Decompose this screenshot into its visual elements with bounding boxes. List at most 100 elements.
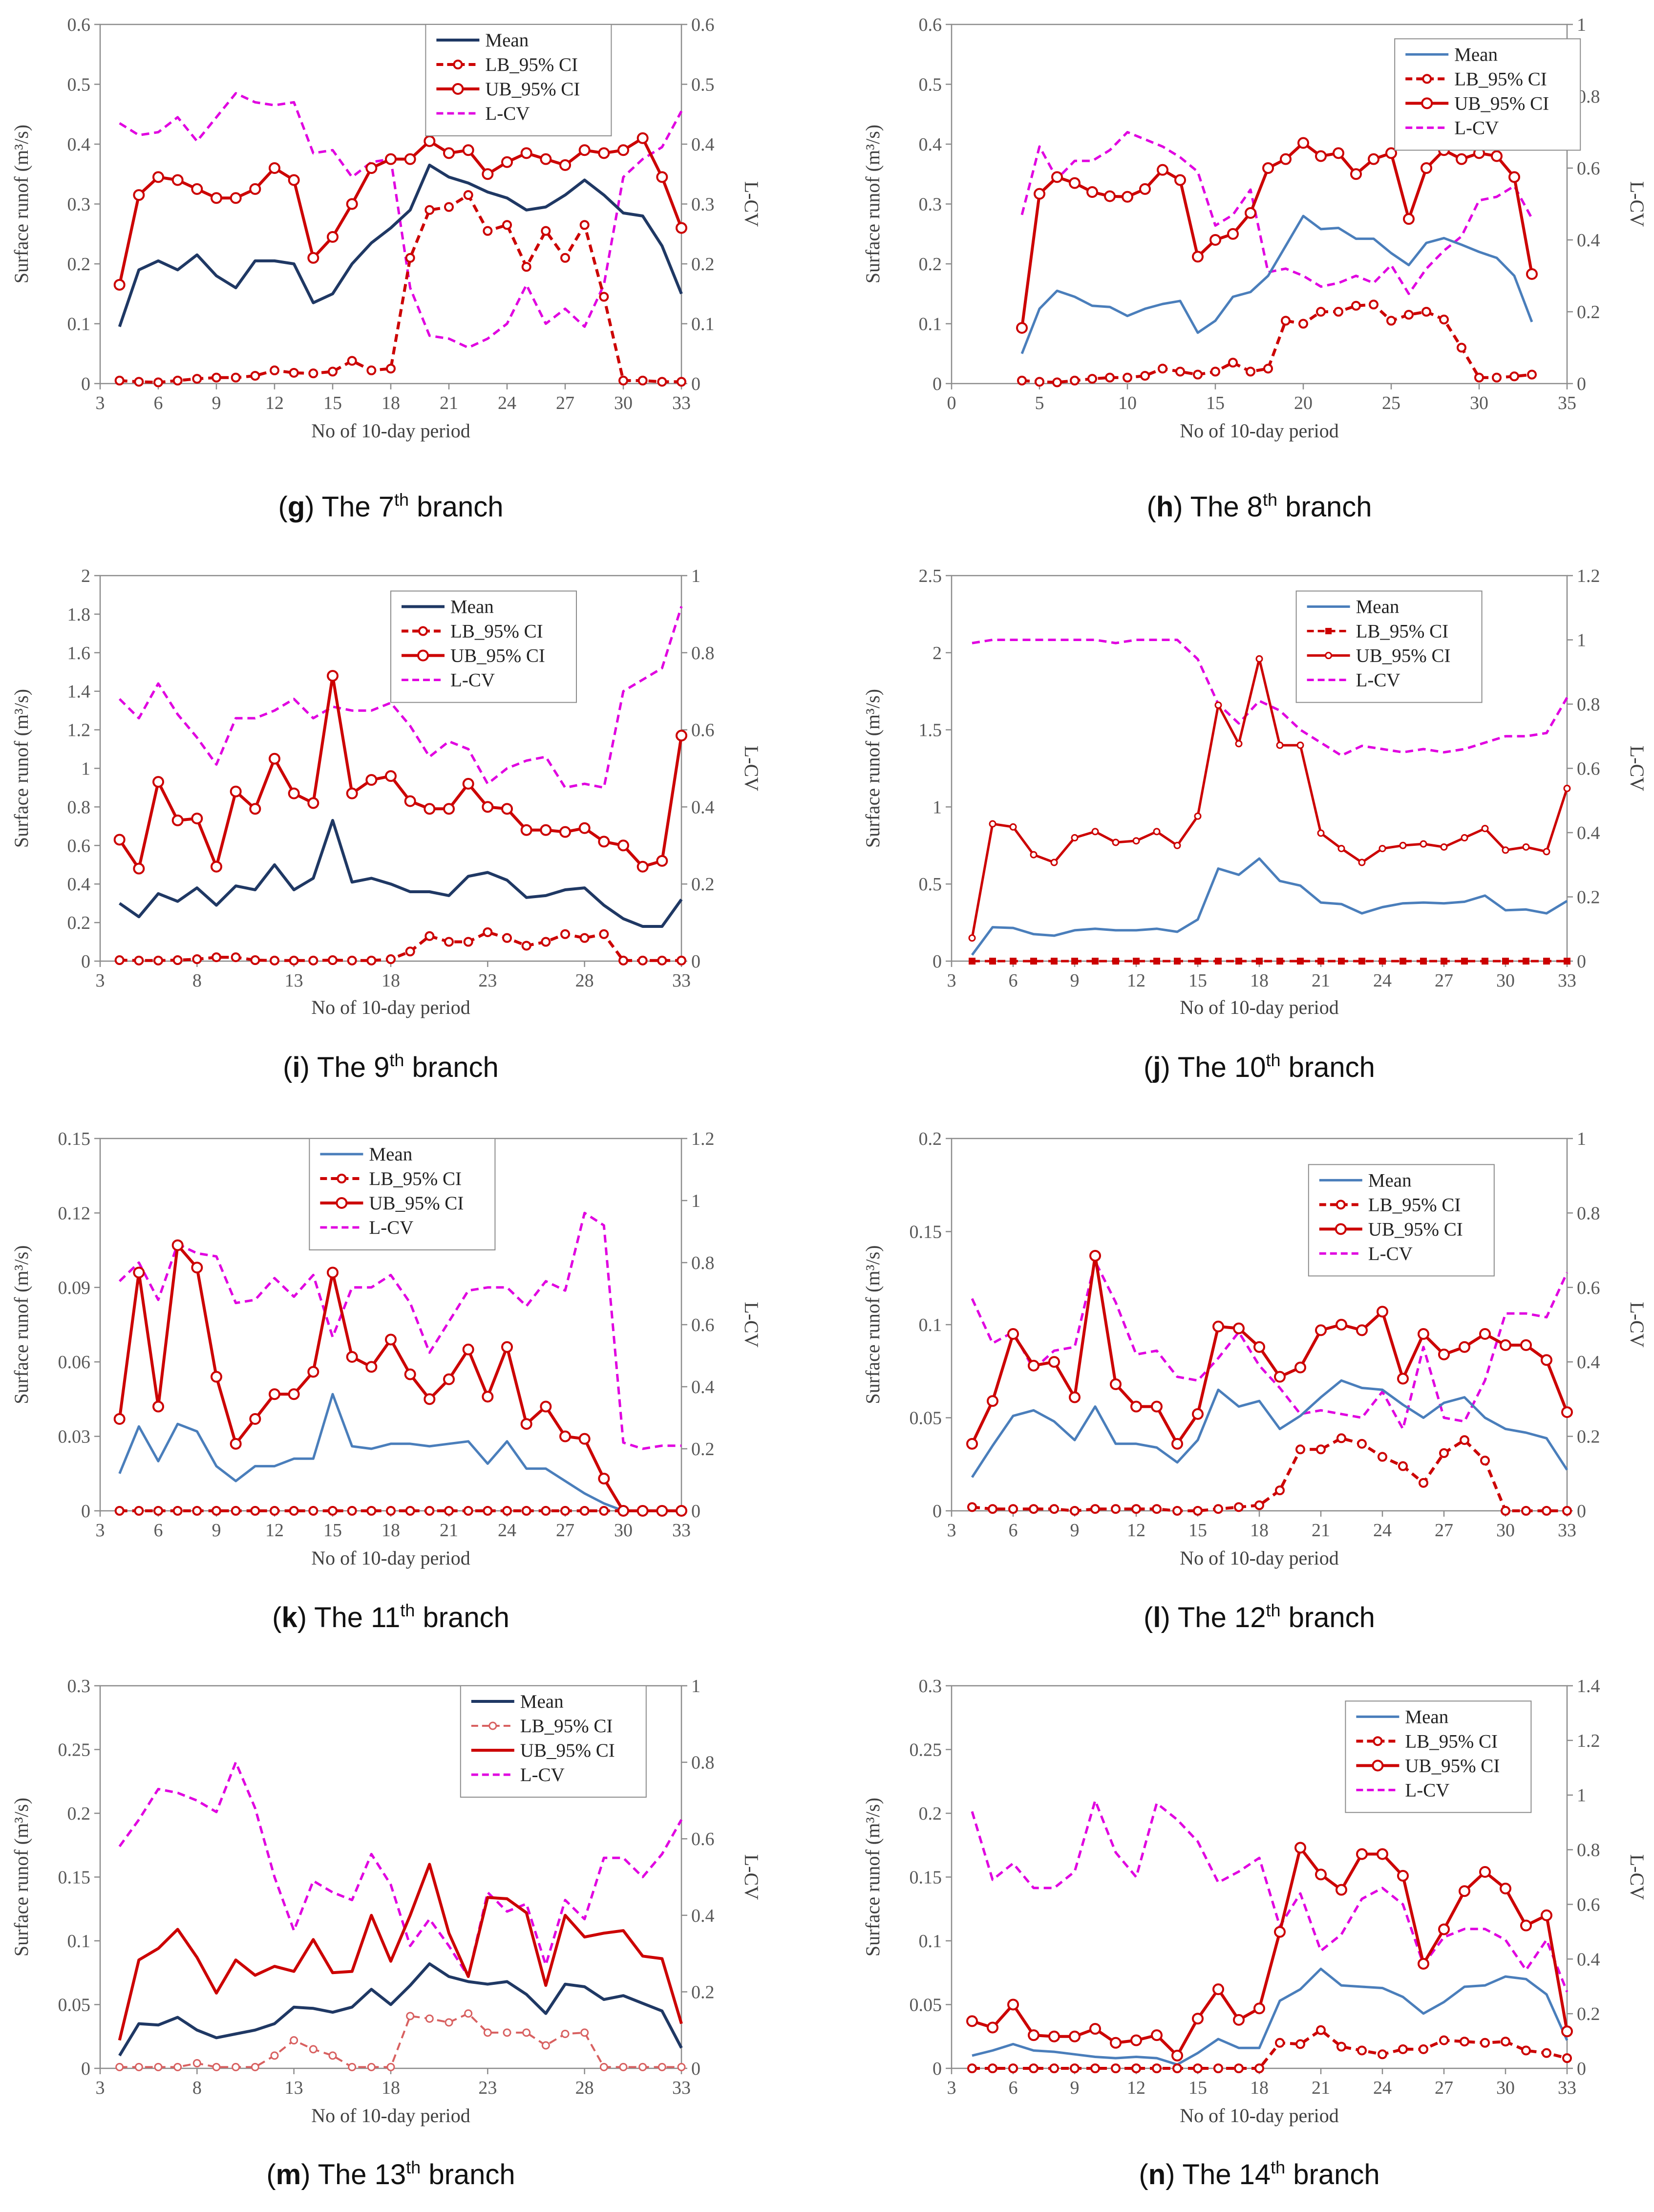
data-point-lb-95-ci	[1369, 300, 1378, 310]
data-point-ub-95-ci	[636, 132, 649, 144]
legend-box	[425, 24, 612, 136]
y2-axis-title: L-CV	[1626, 181, 1648, 227]
x-tick-label: 30	[1470, 393, 1488, 413]
data-point-lb-95-ci	[560, 253, 570, 263]
data-point-ub-95-ci	[598, 1472, 610, 1484]
data-point-lb-95-ci	[1234, 2063, 1244, 2073]
y2-tick-label: 0.4	[691, 134, 715, 155]
data-point-lb-95-ci	[483, 927, 493, 937]
y2-tick-label: 0	[1577, 374, 1586, 394]
y-tick-label: 0.3	[67, 194, 91, 215]
data-point-lb-95-ci	[618, 955, 628, 966]
data-point-ub-95-ci	[462, 144, 474, 156]
data-point-ub-95-ci	[482, 1391, 494, 1403]
y2-tick-label: 0.4	[1577, 823, 1600, 843]
data-point-ub-95-ci	[1500, 1882, 1511, 1894]
data-point-ub-95-ci	[1438, 1923, 1450, 1935]
y-tick-label: 0.1	[67, 314, 91, 335]
series-line-mean	[118, 163, 683, 327]
data-point-ub-95-ci	[443, 803, 455, 815]
data-point-ub-95-ci	[327, 231, 339, 243]
data-point-lb-95-ci	[1070, 2063, 1080, 2073]
data-point-lb-95-ci	[1029, 2063, 1039, 2073]
x-tick-label: 27	[556, 393, 574, 413]
data-point-ub-95-ci	[1541, 1909, 1552, 1921]
x-tick-label: 6	[1009, 1520, 1018, 1541]
data-point-lb-95-ci	[406, 2012, 415, 2020]
data-point-ub-95-ci	[520, 824, 532, 836]
data-point-ub-95-ci	[1233, 2014, 1245, 2026]
data-point-lb-95-ci	[988, 1504, 997, 1514]
data-point-lb-95-ci	[1123, 372, 1132, 383]
y-tick-label: 0.3	[919, 1676, 942, 1697]
legend-label: Mean	[520, 1691, 564, 1712]
data-point-lb-95-ci	[579, 220, 590, 230]
data-point-lb-95-ci	[1213, 2063, 1223, 2073]
data-point-ub-95-ci	[1007, 1328, 1019, 1340]
data-point-lb-95-ci	[989, 958, 996, 965]
x-tick-label: 13	[285, 970, 303, 991]
legend-label: UB_95% CI	[1368, 1219, 1463, 1240]
data-point-ub-95-ci	[676, 1505, 687, 1517]
y2-tick-label: 0.2	[1577, 302, 1600, 322]
data-point-ub-95-ci	[578, 822, 591, 834]
legend-label: LB_95% CI	[485, 54, 578, 75]
data-point-lb-95-ci	[521, 941, 531, 951]
x-tick-label: 24	[1373, 970, 1392, 991]
data-point-lb-95-ci	[1357, 2045, 1367, 2056]
data-point-ub-95-ci	[1212, 1983, 1224, 1996]
data-point-lb-95-ci	[444, 202, 454, 212]
legend-marker	[1373, 1736, 1383, 1746]
data-point-ub-95-ci	[1479, 1866, 1491, 1878]
y-axis-title: Surface runof (m³/s)	[862, 125, 884, 283]
x-tick-label: 24	[1373, 2078, 1392, 2098]
y2-tick-label: 0	[691, 1501, 700, 1522]
data-point-ub-95-ci	[1069, 2030, 1081, 2042]
data-point-lb-95-ci	[657, 955, 667, 966]
data-point-lb-95-ci	[1351, 301, 1361, 311]
data-point-lb-95-ci	[1298, 319, 1308, 329]
panel-caption: (h) The 8th branch	[1147, 490, 1372, 523]
y-tick-label: 0.2	[67, 913, 91, 933]
data-point-lb-95-ci	[1140, 371, 1150, 381]
data-point-lb-95-ci	[1521, 2045, 1531, 2056]
y-tick-label: 1	[81, 759, 90, 779]
data-point-ub-95-ci	[656, 855, 668, 867]
series-line-lb-95-ci	[119, 2012, 681, 2068]
y2-tick-label: 0	[691, 951, 700, 972]
data-point-ub-95-ci	[113, 1413, 126, 1425]
y-tick-label: 0.2	[67, 1804, 91, 1824]
data-point-ub-95-ci	[1315, 1868, 1327, 1881]
data-point-lb-95-ci	[1010, 958, 1017, 965]
x-axis-title: No of 10-day period	[311, 996, 470, 1018]
data-point-lb-95-ci	[1210, 366, 1220, 377]
data-point-ub-95-ci	[1132, 837, 1140, 845]
data-point-ub-95-ci	[501, 803, 513, 815]
x-axis-title: No of 10-day period	[1180, 2105, 1338, 2126]
x-tick-label: 18	[382, 2078, 400, 2098]
x-axis-title: No of 10-day period	[1180, 1547, 1338, 1569]
panel-caption: (j) The 10th branch	[1144, 1050, 1375, 1083]
y-tick-label: 0	[81, 374, 90, 394]
data-point-ub-95-ci	[230, 1438, 242, 1450]
x-tick-label: 21	[440, 1520, 458, 1541]
y-tick-label: 0.8	[67, 797, 91, 817]
data-point-lb-95-ci	[1562, 2053, 1572, 2063]
data-point-ub-95-ci	[1030, 851, 1038, 859]
data-point-lb-95-ci	[483, 226, 493, 236]
data-point-lb-95-ci	[289, 1506, 299, 1516]
data-point-ub-95-ci	[540, 153, 552, 165]
y-tick-label: 0.03	[58, 1427, 91, 1447]
data-point-lb-95-ci	[1051, 958, 1058, 965]
data-point-ub-95-ci	[1253, 2002, 1265, 2015]
data-point-lb-95-ci	[1152, 1504, 1162, 1514]
series-line-l-cv	[118, 1761, 683, 1978]
data-point-lb-95-ci	[1492, 372, 1502, 383]
data-point-lb-95-ci	[677, 955, 686, 966]
y-tick-label: 0	[933, 374, 942, 394]
y-tick-label: 0.1	[919, 1315, 942, 1335]
y2-tick-label: 0.6	[1577, 759, 1600, 779]
data-point-lb-95-ci	[1017, 375, 1027, 386]
data-point-lb-95-ci	[1105, 372, 1115, 383]
series-line-ub-95-ci	[1020, 141, 1533, 328]
